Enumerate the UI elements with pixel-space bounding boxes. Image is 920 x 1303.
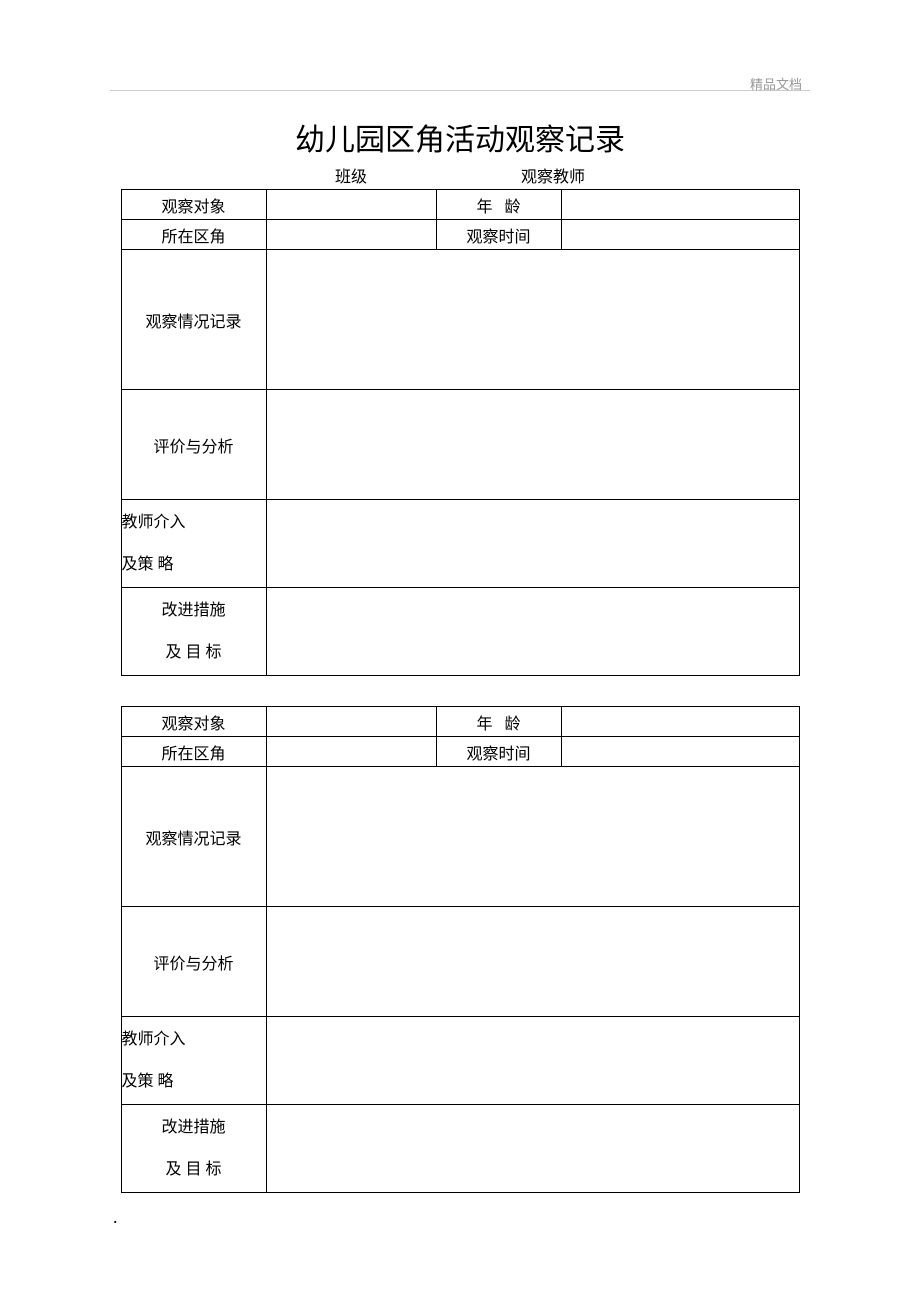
observation-table-2: 观察对象 年 龄 所在区角 观察时间 观察情况记录 评价与分析 教师介入 及策 … xyxy=(121,706,800,1193)
footer-dot: . xyxy=(113,1207,118,1228)
table-row: 观察对象 年 龄 xyxy=(121,707,799,737)
value-subject xyxy=(266,190,436,220)
value-time xyxy=(561,220,799,250)
label-area: 所在区角 xyxy=(121,220,266,250)
value-improvement xyxy=(266,1105,799,1193)
page-title: 幼儿园区角活动观察记录 xyxy=(110,115,810,159)
label-record: 观察情况记录 xyxy=(121,767,266,907)
label-area: 所在区角 xyxy=(121,737,266,767)
label-subject: 观察对象 xyxy=(121,190,266,220)
class-label: 班级 xyxy=(335,163,367,187)
sub-header: 班级 观察教师 xyxy=(110,163,810,187)
label-improvement: 改进措施 及 目 标 xyxy=(121,1105,266,1193)
label-age: 年 龄 xyxy=(436,707,561,737)
label-subject: 观察对象 xyxy=(121,707,266,737)
header-watermark: 精品文档 xyxy=(750,74,802,93)
observation-table-1: 观察对象 年 龄 所在区角 观察时间 观察情况记录 评价与分析 教师介入 及策 … xyxy=(121,189,800,676)
label-analysis: 评价与分析 xyxy=(121,390,266,500)
table-row: 观察情况记录 xyxy=(121,767,799,907)
label-improvement: 改进措施 及 目 标 xyxy=(121,588,266,676)
teacher-label: 观察教师 xyxy=(521,163,585,187)
value-improvement xyxy=(266,588,799,676)
table-row: 改进措施 及 目 标 xyxy=(121,1105,799,1193)
table-row: 教师介入 及策 略 xyxy=(121,1017,799,1105)
value-analysis xyxy=(266,907,799,1017)
value-analysis xyxy=(266,390,799,500)
value-area xyxy=(266,737,436,767)
table-row: 评价与分析 xyxy=(121,907,799,1017)
table-row: 观察对象 年 龄 xyxy=(121,190,799,220)
label-time: 观察时间 xyxy=(436,737,561,767)
table-row: 所在区角 观察时间 xyxy=(121,737,799,767)
value-subject xyxy=(266,707,436,737)
header-rule xyxy=(110,90,810,91)
value-intervention xyxy=(266,500,799,588)
value-record xyxy=(266,250,799,390)
label-intervention: 教师介入 及策 略 xyxy=(121,500,266,588)
table-row: 观察情况记录 xyxy=(121,250,799,390)
value-intervention xyxy=(266,1017,799,1105)
value-area xyxy=(266,220,436,250)
value-age xyxy=(561,707,799,737)
label-intervention: 教师介入 及策 略 xyxy=(121,1017,266,1105)
label-time: 观察时间 xyxy=(436,220,561,250)
table-row: 所在区角 观察时间 xyxy=(121,220,799,250)
value-time xyxy=(561,737,799,767)
table-row: 评价与分析 xyxy=(121,390,799,500)
label-age: 年 龄 xyxy=(436,190,561,220)
value-age xyxy=(561,190,799,220)
value-record xyxy=(266,767,799,907)
table-row: 教师介入 及策 略 xyxy=(121,500,799,588)
table-row: 改进措施 及 目 标 xyxy=(121,588,799,676)
label-record: 观察情况记录 xyxy=(121,250,266,390)
label-analysis: 评价与分析 xyxy=(121,907,266,1017)
